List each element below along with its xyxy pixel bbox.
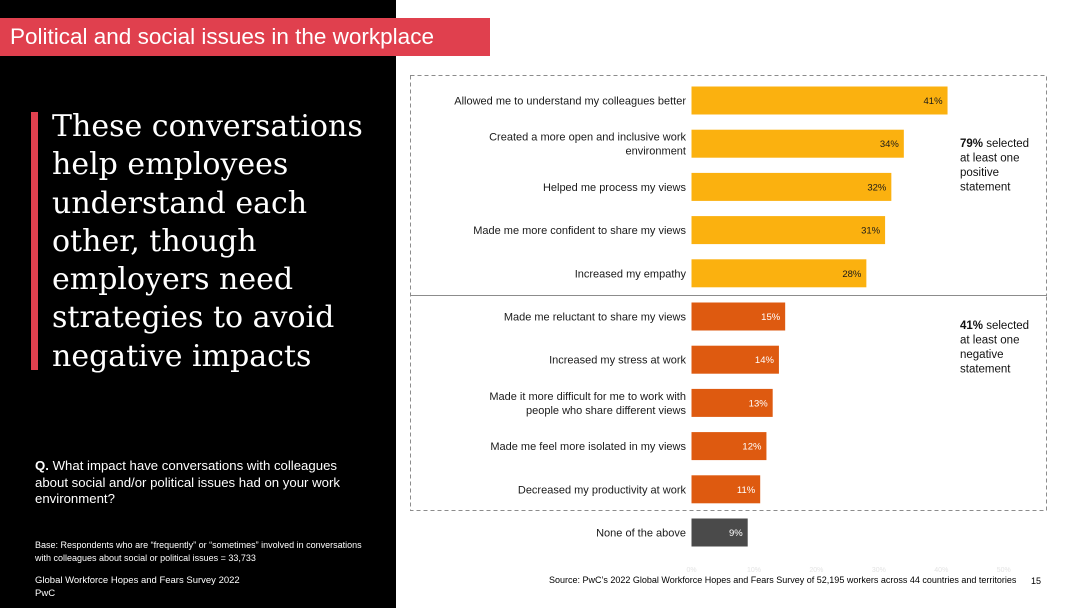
page-number: 15 [1031,576,1042,586]
bar-negative [691,388,773,417]
bar-positive [691,86,948,115]
category-label: Increased my empathy [575,268,687,280]
accent-bar [31,112,38,370]
survey-question: Q. What impact have conversations with c… [35,458,365,508]
category-label: Helped me process my views [543,182,687,194]
bar-value-label: 11% [737,485,756,496]
base-note: Base: Respondents who are “frequently” o… [35,540,362,563]
bar-value-label: 34% [880,139,900,150]
footer-org: PwC [35,587,56,599]
group-annotation: 79% selected at least one positive statemen… [960,138,1029,194]
category-label: Made me more confident to share my views [473,225,686,237]
question-text: What impact have conversations with coll… [35,458,340,506]
bar-negative [691,345,779,374]
x-tick-label: 50% [997,567,1011,574]
positive-group-frame [410,75,1047,296]
bar-value-label: 32% [867,182,887,193]
category-label: Allowed me to understand my colleagues b… [454,96,686,108]
bar-value-label: 15% [761,312,781,323]
category-label: Made me feel more isolated in my views [490,441,686,453]
x-tick-label: 40% [934,567,948,574]
bar-positive [691,216,886,245]
category-label: Made it more difficult for me to work wi… [489,391,686,417]
bar-positive [691,129,904,158]
x-tick-label: 20% [809,567,823,574]
category-label: Made me reluctant to share my views [504,312,687,324]
source-note: Source: PwC’s 2022 Global Workforce Hope… [549,575,1017,585]
bar-chart: 41% 34% 32% 31% 28% 15% 14% 13% 12% 11% 9% Allowed… [410,75,1047,574]
group-annotation: 41% selected at least one negative statemen… [960,320,1029,376]
bar-value-label: 9% [729,528,743,539]
bar-positive [691,172,892,201]
bar-value-label: 31% [861,226,881,237]
bar-negative [691,432,767,461]
category-label: Increased my stress at work [549,355,686,367]
left-panel [0,0,396,608]
bar-value-label: 28% [842,269,862,280]
footer-survey: Global Workforce Hopes and Fears Survey … [35,575,240,586]
section-banner: Political and social issues in the workp… [0,18,490,56]
question-prefix: Q. [35,458,49,473]
x-tick-label: 0% [686,567,696,574]
negative-group-frame [410,295,1047,511]
x-tick-label: 10% [747,567,761,574]
footer-left: Global Workforce Hopes and Fears Survey … [35,575,240,600]
bar-positive [691,259,867,288]
bar-value-label: 13% [749,398,769,409]
bar-value-label: 41% [924,96,944,107]
category-label: Created a more open and inclusive work en… [489,132,686,158]
bar-negative [691,475,761,504]
bar-negative [691,302,786,331]
bar-value-label: 12% [742,442,762,453]
category-label: None of the above [596,528,686,540]
bar-neutral [691,518,748,547]
headline: These conversations help employees under… [52,109,363,374]
category-label: Decreased my productivity at work [518,484,687,496]
x-tick-label: 30% [872,567,886,574]
bar-value-label: 14% [755,355,775,366]
